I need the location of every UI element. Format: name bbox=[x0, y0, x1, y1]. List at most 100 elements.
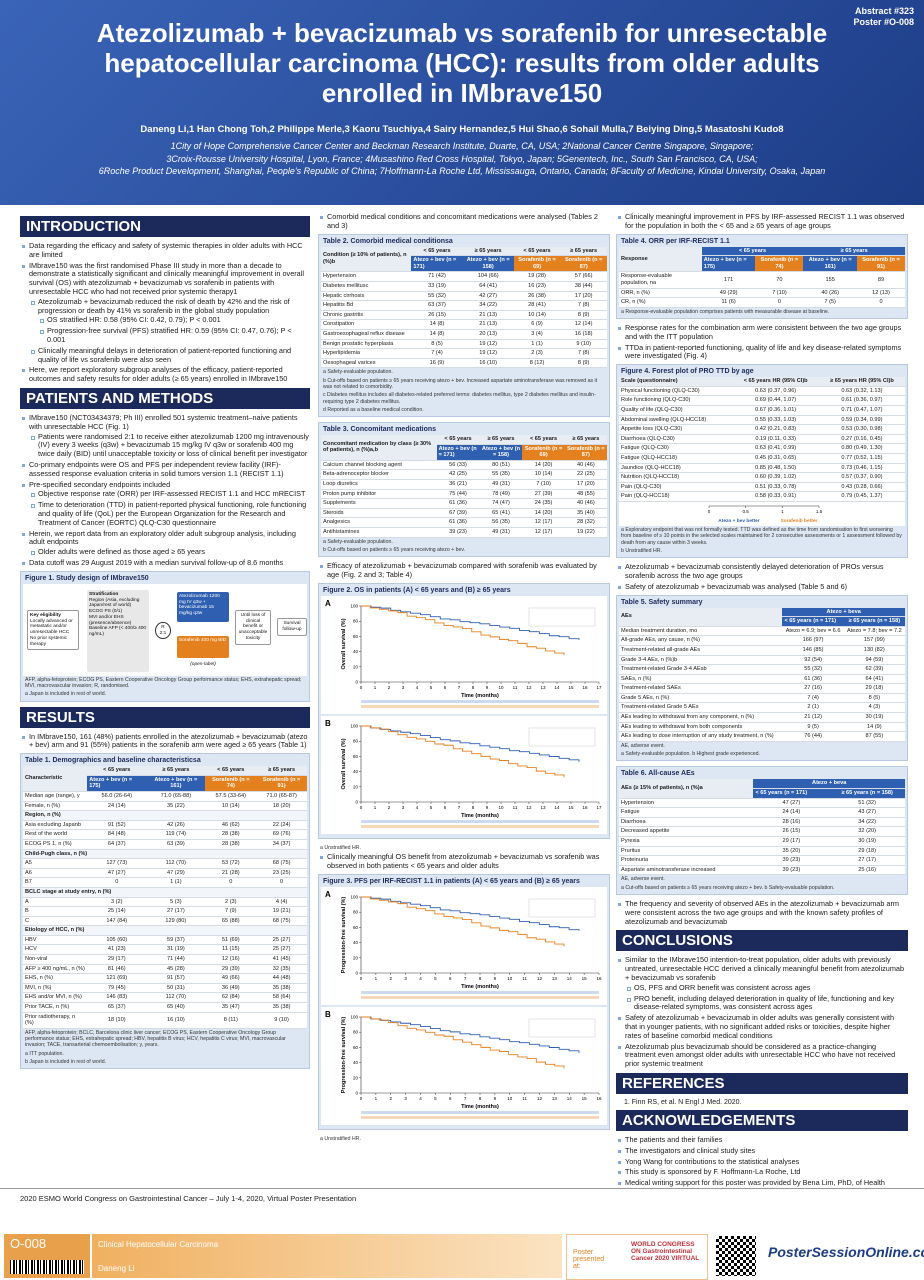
row: Grade 3-4 AEs, n (%)b 92 (54) 94 (59) bbox=[619, 655, 905, 666]
km-curve bbox=[361, 1016, 565, 1069]
section-heading: ACKNOWLEDGEMENTS bbox=[616, 1109, 908, 1131]
bullet: Medical writing support for this poster … bbox=[618, 1178, 908, 1187]
x-tick-label: 14 bbox=[554, 685, 560, 690]
bullet-text: This study is sponsored by F. Hoffmann-L… bbox=[625, 1167, 801, 1177]
footnote: b Unstratified HR. bbox=[621, 547, 662, 554]
cell: 8 (11) bbox=[205, 1012, 257, 1029]
row: Gastroesophageal reflux disease 14 (8) 20 … bbox=[321, 329, 607, 340]
cell: Treatment-related SAEs bbox=[619, 683, 783, 694]
cell: Supplements bbox=[321, 498, 437, 509]
cell: Etiology of HCC, n (%) bbox=[23, 925, 307, 936]
cell: 14 (8) bbox=[411, 319, 463, 330]
x-tick-label: 10 bbox=[498, 685, 504, 690]
x-tick-label: 1 bbox=[374, 685, 377, 690]
x-tick-label: 13 bbox=[540, 685, 546, 690]
cell: 25 (27) bbox=[256, 935, 307, 946]
risk-table-row bbox=[361, 819, 599, 823]
bullet-text: Data regarding the efficacy and safety o… bbox=[29, 241, 303, 259]
header-cell: Condition (≥ 10% of patients), n (%)b bbox=[321, 246, 412, 273]
cell: 112 (70) bbox=[146, 858, 206, 869]
x-tick-label: 8 bbox=[472, 685, 475, 690]
header-cell: Atezo + bev (n = 158) bbox=[462, 255, 514, 273]
row: Hyperlipidemia 7 (4) 19 (12) 2 (3) 7 (8) bbox=[321, 348, 607, 359]
cell: A5 bbox=[23, 858, 88, 869]
cell: 0.61 (0.36, 0.97) bbox=[818, 395, 905, 406]
cell: 68 (75) bbox=[256, 858, 307, 869]
row: Physical functioning (QLQ-C30) 0.63 (0.37… bbox=[619, 386, 905, 397]
row: Jaundice (QLQ-HCC18) 0.85 (0.48, 1.50) 0.7… bbox=[619, 463, 905, 474]
cell: 21 (13) bbox=[462, 319, 514, 330]
cell: 47 (27) bbox=[753, 798, 830, 809]
cell: 25 (16) bbox=[829, 865, 905, 876]
row: Etiology of HCC, n (%) bbox=[23, 925, 307, 936]
cell: 0.80 (0.49, 1.30) bbox=[818, 443, 905, 454]
table-title: Table 3. Concomitant medications bbox=[323, 426, 437, 434]
cell: Diarrhoea bbox=[619, 817, 754, 828]
code: O-008 bbox=[10, 1236, 47, 1251]
cell: 17 (20) bbox=[560, 291, 607, 302]
bullet: Efficacy of atezolizumab + bevacizumab c… bbox=[320, 561, 610, 580]
table-box: Table 5. Safety summary AEs Atezo + beva < … bbox=[616, 594, 908, 762]
bullet-list: Older adults were defined as those aged … bbox=[29, 547, 310, 557]
cell: 12 (17) bbox=[522, 517, 565, 529]
cell: 67 (39) bbox=[436, 508, 480, 519]
km-curve bbox=[361, 725, 580, 762]
y-tick-label: 20 bbox=[353, 784, 359, 789]
affiliation: 1City of Hope Comprehensive Cancer Cente… bbox=[170, 141, 754, 151]
cell: 71.0 (65-88) bbox=[146, 791, 206, 802]
header-cell: ≥ 65 years bbox=[564, 435, 607, 445]
y-tick-label: 80 bbox=[353, 739, 359, 744]
x-tick-label: 12 bbox=[537, 1096, 543, 1101]
x-tick-label: 0.5 bbox=[743, 509, 750, 514]
cell: B bbox=[23, 906, 88, 917]
cell: 39 (23) bbox=[753, 855, 830, 866]
cell: 0 bbox=[87, 877, 147, 888]
row: AEs leading to withdrawal from both comp… bbox=[619, 722, 905, 733]
y-tick-label: 40 bbox=[353, 1060, 359, 1065]
header-cell: Atezo + bev (n = 171) bbox=[411, 255, 463, 273]
cell: 8 (9) bbox=[560, 358, 607, 369]
footnote: a ITT population. bbox=[25, 1050, 64, 1057]
header-cell: < 65 years (n = 171) bbox=[782, 616, 844, 627]
item: No prior systemic therapy bbox=[30, 635, 68, 647]
row: Treatment-related all-grade AEs 146 (85) 1… bbox=[619, 645, 905, 656]
bullet-text: Progression-free survival (PFS) stratifi… bbox=[47, 326, 292, 344]
cell: EHS and/or MVI, n (%) bbox=[23, 992, 88, 1004]
cell: 3 (4) bbox=[513, 329, 561, 340]
table-box: Table 2. Comorbid medical conditionsa Con… bbox=[318, 233, 610, 418]
affiliation: 3Croix-Rousse University Hospital, Lyon,… bbox=[166, 153, 758, 164]
bullet-text: Efficacy of atezolizumab + bevacizumab c… bbox=[327, 561, 597, 580]
row: A5 127 (73) 112 (70) 53 (72) 68 (75) bbox=[23, 858, 307, 869]
cell: ECOG PS 1, n (%) bbox=[23, 839, 88, 850]
header-cell: < 65 years bbox=[513, 246, 561, 257]
cell: 49 (31) bbox=[479, 479, 523, 490]
cell: 35 (20) bbox=[753, 846, 830, 857]
row: Treatment-related Grade 5 AEs 2 (1) 4 (3) bbox=[619, 702, 905, 714]
cell: Fatigue (QLQ-C30) bbox=[619, 443, 733, 454]
x-tick-label: 3 bbox=[404, 976, 407, 981]
cell: 79 (45) bbox=[87, 983, 147, 994]
cell: 29 (17) bbox=[87, 954, 147, 965]
header-cell: < 65 years bbox=[436, 435, 480, 445]
cell: 49 (66) bbox=[205, 973, 257, 984]
bullet-text: Clinically meaningful delays in deterior… bbox=[38, 345, 292, 364]
x-tick-label: 12 bbox=[526, 805, 532, 810]
hr-box bbox=[528, 727, 596, 747]
bullet: IMbrave150 (NCT03434379; Ph III) enrolle… bbox=[22, 413, 310, 459]
bullet: Patients were randomised 2:1 to receive … bbox=[31, 432, 310, 459]
bullet: Data regarding the efficacy and safety o… bbox=[22, 241, 310, 260]
cell: Role functioning (QLQ-C30) bbox=[619, 395, 733, 406]
table-title: Table 4. ORR per IRF-RECIST 1.1 bbox=[621, 237, 730, 245]
cell: 147 (84) bbox=[87, 916, 147, 927]
header-row: AEs Atezo + beva bbox=[619, 607, 905, 627]
header-cell: ≥ 65 years bbox=[803, 246, 905, 257]
cell: 9 (10) bbox=[560, 339, 607, 350]
header-cell: ≥ 65 years (n = 158) bbox=[829, 788, 905, 799]
cell: 9 (10) bbox=[256, 1012, 307, 1029]
row: Pyrexia 29 (17) 30 (19) bbox=[619, 836, 905, 847]
cell: 51 (69) bbox=[205, 935, 257, 946]
section-heading: PATIENTS AND METHODS bbox=[20, 387, 310, 409]
hr-box bbox=[528, 898, 596, 917]
cell: 7 (9) bbox=[205, 906, 257, 917]
row: EHS, n (%) 121 (69) 91 (57) 49 (66) 44 (48) bbox=[23, 973, 307, 984]
